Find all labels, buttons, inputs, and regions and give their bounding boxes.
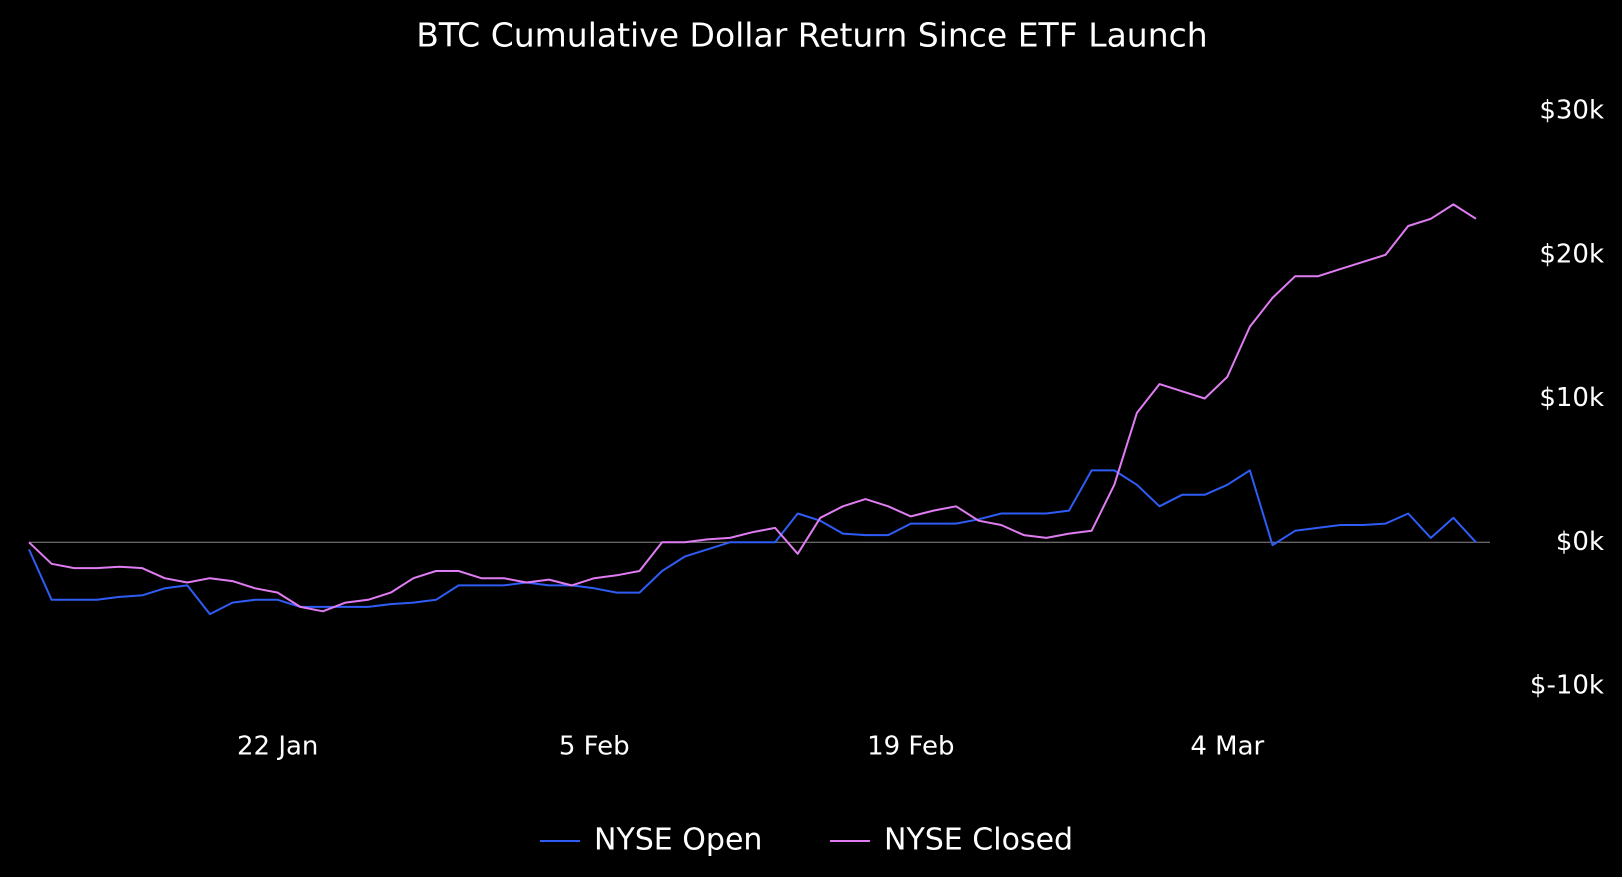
series-line xyxy=(28,469,1477,616)
y-tick-label: $30k xyxy=(1539,96,1604,126)
y-tick-label: $10k xyxy=(1539,383,1604,413)
y-tick-label: $-10k xyxy=(1530,671,1604,701)
legend-label: NYSE Open xyxy=(594,823,762,858)
x-tick-label: 22 Jan xyxy=(237,732,318,762)
series-line xyxy=(28,203,1477,613)
y-tick-label: $20k xyxy=(1539,239,1604,269)
x-tick-label: 4 Mar xyxy=(1190,732,1264,762)
x-tick-label: 19 Feb xyxy=(867,732,954,762)
x-tick-label: 5 Feb xyxy=(559,732,630,762)
y-tick-label: $0k xyxy=(1556,527,1604,557)
chart-title: BTC Cumulative Dollar Return Since ETF L… xyxy=(416,16,1207,55)
legend-label: NYSE Closed xyxy=(884,823,1073,858)
